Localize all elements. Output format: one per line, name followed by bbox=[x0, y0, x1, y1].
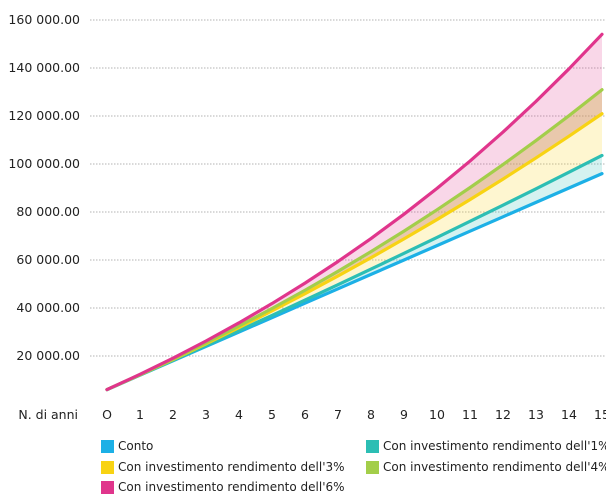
x-tick-label: 4 bbox=[235, 407, 243, 422]
x-tick-label: 10 bbox=[429, 407, 445, 422]
y-tick-label: 20 000.00 bbox=[16, 348, 80, 363]
x-tick-label: 8 bbox=[367, 407, 375, 422]
y-tick-label: 120 000.00 bbox=[8, 108, 80, 123]
x-axis-tick-labels: N. di anni O 1 2 3 4 5 6 7 8 9 10 11 12 13 14 15 bbox=[18, 407, 606, 422]
x-tick-label: 5 bbox=[268, 407, 276, 422]
series-lines bbox=[105, 32, 604, 392]
y-tick-label: 60 000.00 bbox=[16, 252, 80, 267]
y-tick-label: 160 000.00 bbox=[8, 12, 80, 27]
x-axis-title: N. di anni bbox=[18, 407, 78, 422]
x-tick-label: 13 bbox=[528, 407, 544, 422]
x-tick-label: O bbox=[102, 407, 112, 422]
series-line bbox=[105, 32, 604, 392]
x-tick-label: 1 bbox=[136, 407, 144, 422]
y-tick-label: 80 000.00 bbox=[16, 204, 80, 219]
y-tick-label: 100 000.00 bbox=[8, 156, 80, 171]
y-tick-label: 40 000.00 bbox=[16, 300, 80, 315]
x-tick-label: 12 bbox=[495, 407, 511, 422]
y-axis-tick-labels: 20 000.00 40 000.00 60 000.00 80 000.00 100 … bbox=[8, 12, 80, 363]
x-tick-label: 14 bbox=[561, 407, 577, 422]
x-tick-label: 2 bbox=[169, 407, 177, 422]
x-tick-label: 3 bbox=[202, 407, 210, 422]
y-tick-label: 140 000.00 bbox=[8, 60, 80, 75]
x-tick-label: 15 bbox=[594, 407, 606, 422]
x-tick-label: 6 bbox=[301, 407, 309, 422]
x-tick-label: 9 bbox=[400, 407, 408, 422]
x-tick-label: 11 bbox=[462, 407, 478, 422]
x-tick-label: 7 bbox=[334, 407, 342, 422]
